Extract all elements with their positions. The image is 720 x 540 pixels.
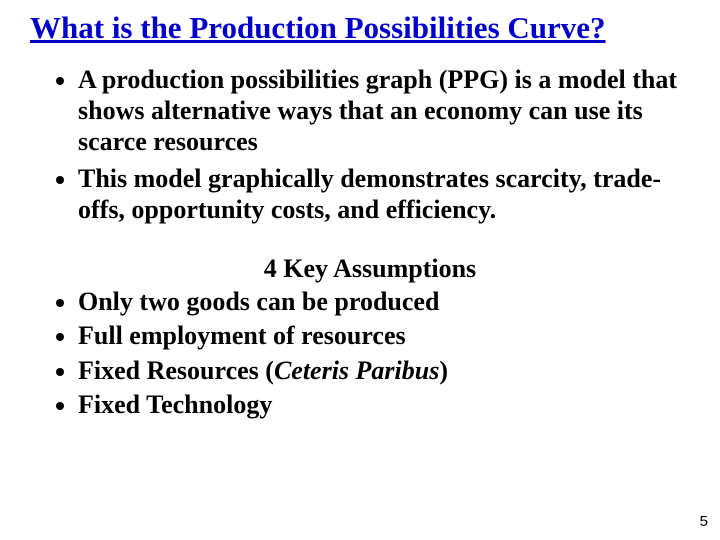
- slide: What is the Production Possibilities Cur…: [0, 0, 720, 540]
- assumption-item: Fixed Resources (Ceteris Paribus): [78, 355, 690, 388]
- assumptions-list: Only two goods can be produced Full empl…: [50, 286, 690, 422]
- bullet-item: A production possibilities graph (PPG) i…: [78, 64, 690, 158]
- assumptions-heading: 4 Key Assumptions: [50, 254, 690, 284]
- assumption-item: Full employment of resources: [78, 320, 690, 353]
- assumption-item: Fixed Technology: [78, 389, 690, 422]
- assumption-item: Only two goods can be produced: [78, 286, 690, 319]
- main-bullet-list: A production possibilities graph (PPG) i…: [50, 64, 690, 226]
- bullet-item: This model graphically demonstrates scar…: [78, 163, 690, 225]
- slide-title: What is the Production Possibilities Cur…: [30, 10, 690, 46]
- assumption-item-text: ): [439, 356, 448, 385]
- page-number: 5: [700, 513, 708, 530]
- assumption-item-text: Fixed Resources (: [78, 356, 274, 385]
- assumptions-block: 4 Key Assumptions Only two goods can be …: [50, 254, 690, 422]
- assumption-item-italic: Ceteris Paribus: [274, 356, 439, 385]
